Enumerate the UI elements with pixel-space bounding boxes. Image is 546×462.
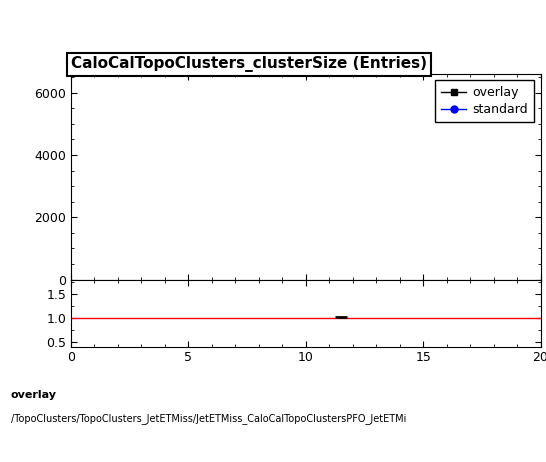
Text: CaloCalTopoClusters_clusterSize (Entries): CaloCalTopoClusters_clusterSize (Entries… xyxy=(71,56,427,73)
Text: overlay: overlay xyxy=(11,390,57,401)
Text: /TopoClusters/TopoClusters_JetETMiss/JetETMiss_CaloCalTopoClustersPFO_JetETMi: /TopoClusters/TopoClusters_JetETMiss/Jet… xyxy=(11,413,406,425)
Legend: overlay, standard: overlay, standard xyxy=(435,80,535,122)
